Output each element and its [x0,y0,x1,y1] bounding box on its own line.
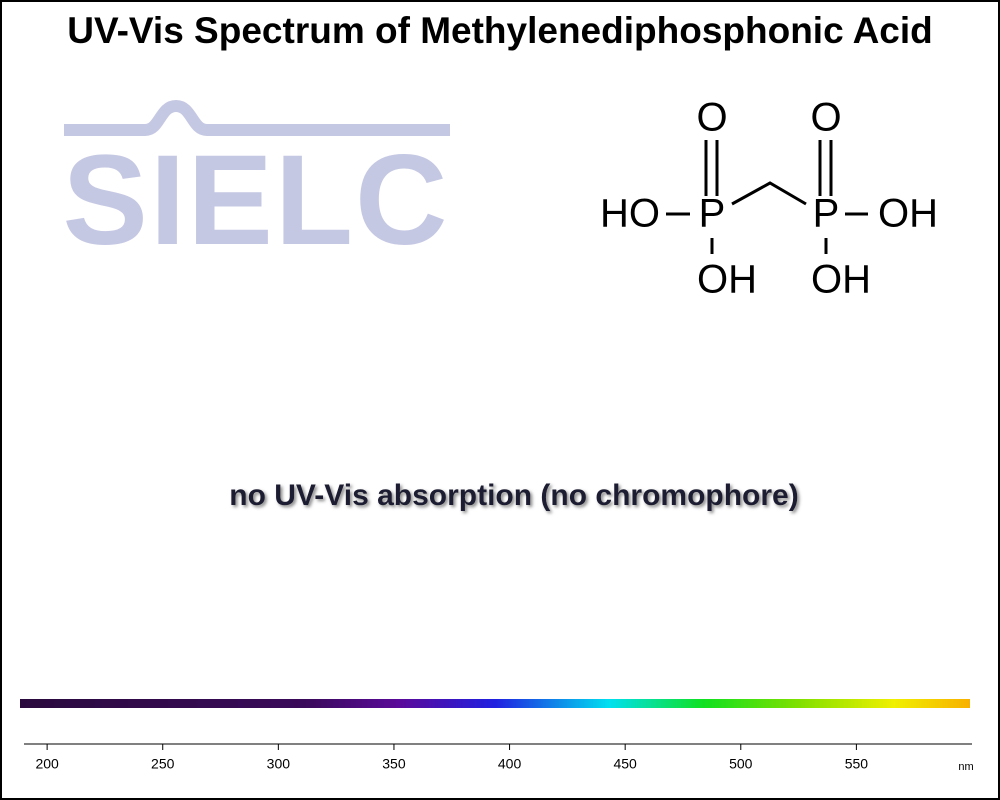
logo: SIELC [63,99,450,272]
x-tick-label: 400 [498,756,522,772]
atom-label: HO [600,192,660,236]
chart-title: UV-Vis Spectrum of Methylenediphosphonic… [67,10,933,51]
x-tick-label: 500 [729,756,753,772]
atom-label: P [813,192,840,236]
x-unit: nm [958,761,973,773]
atom-label: P [699,192,726,236]
structure: O O HO P P OH OH OH [600,96,938,302]
spectrum-bar [20,699,970,708]
atom-label: OH [811,258,871,302]
x-tick-label: 350 [382,756,406,772]
logo-wave [64,99,450,136]
logo-text: SIELC [63,129,450,272]
annotation: no UV-Vis absorption (no chromophore) [229,479,798,512]
x-tick-label: 450 [613,756,637,772]
atom-label: OH [697,258,757,302]
bond [731,181,807,206]
x-tick-label: 200 [35,756,59,772]
atom-label: OH [878,192,938,236]
x-tick-label: 300 [267,756,291,772]
x-tick-label: 250 [151,756,175,772]
atom-label: O [696,96,727,140]
atom-label: O [810,96,841,140]
x-tick-label: 550 [845,756,869,772]
